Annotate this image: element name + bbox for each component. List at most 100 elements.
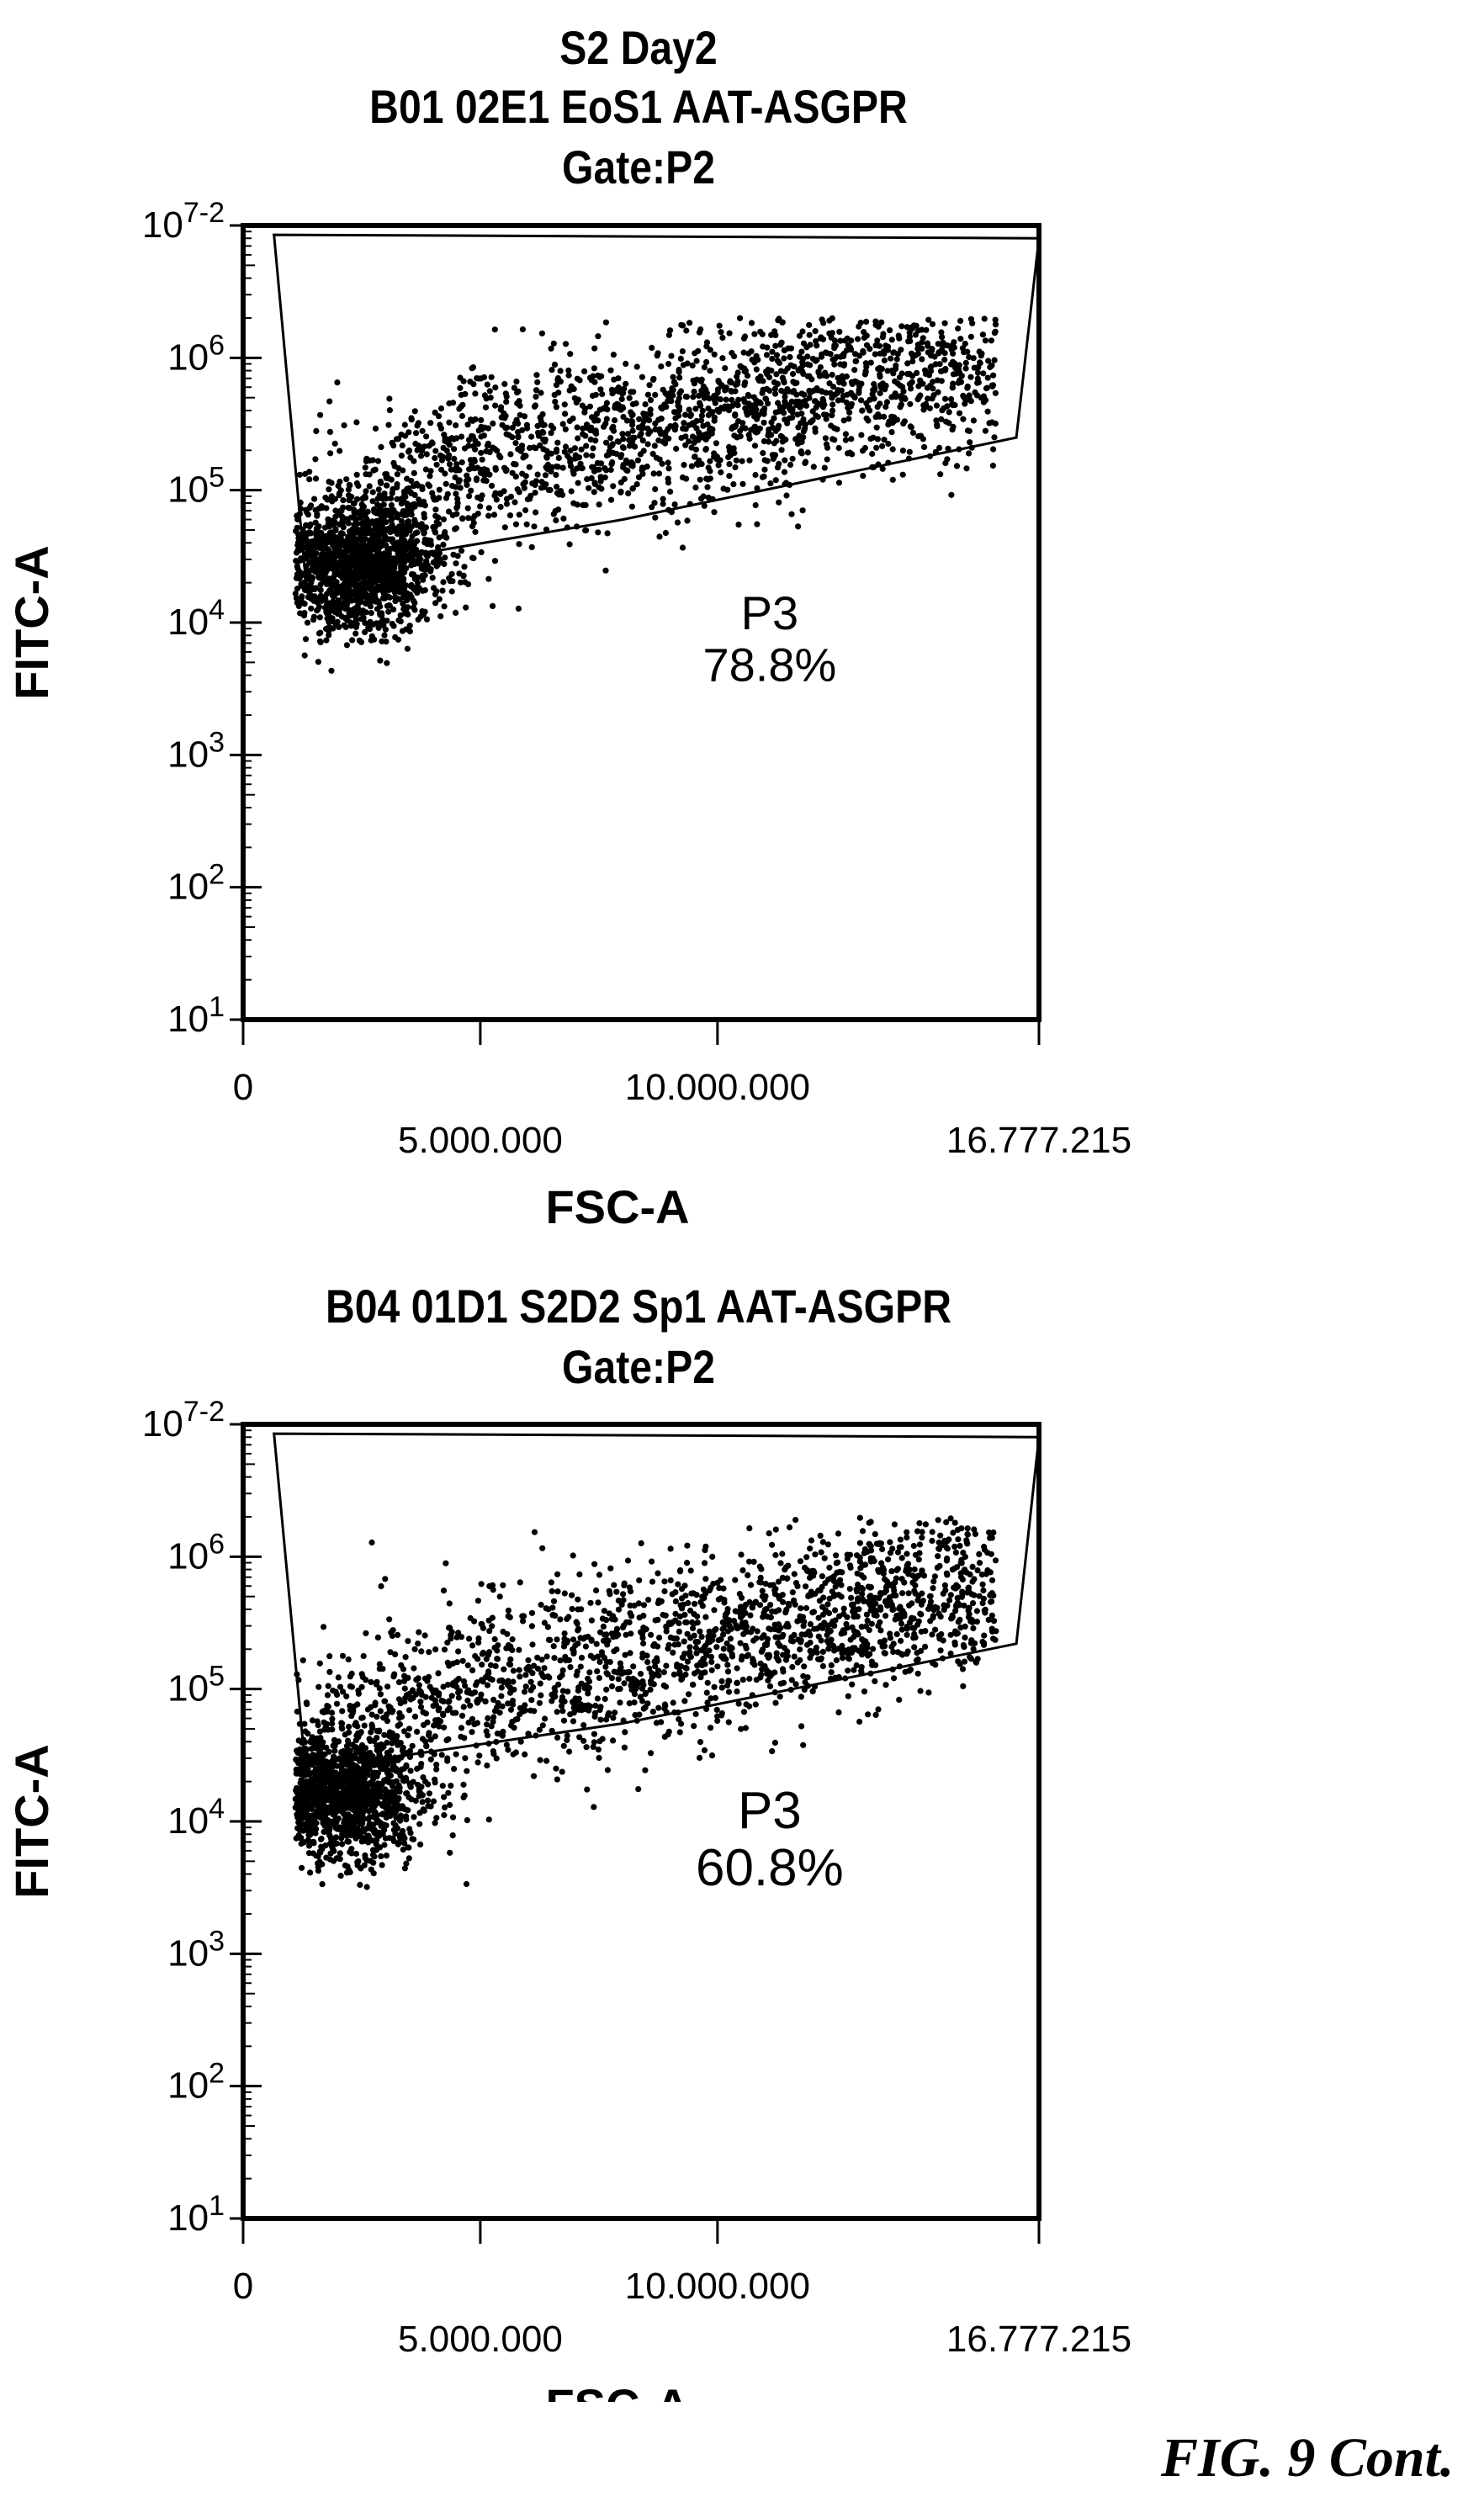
event-point (969, 1563, 976, 1570)
event-point (846, 409, 853, 416)
event-point (533, 372, 540, 379)
event-point (731, 449, 738, 456)
event-point (353, 471, 360, 478)
event-point (920, 406, 927, 413)
event-point (746, 1675, 753, 1683)
event-point (808, 376, 815, 383)
event-point (386, 407, 393, 414)
event-point (304, 619, 311, 626)
event-point (542, 472, 549, 479)
event-point (701, 364, 708, 371)
event-point (325, 1683, 331, 1689)
event-point (750, 404, 756, 411)
event-point (639, 1698, 646, 1704)
event-point (401, 527, 409, 533)
event-point (713, 1706, 720, 1713)
event-point (742, 379, 749, 386)
event-point (829, 356, 836, 363)
event-point (394, 484, 400, 490)
event-point (413, 538, 420, 544)
event-point (882, 342, 889, 349)
event-point (295, 531, 302, 538)
event-point (475, 1635, 482, 1642)
event-point (469, 461, 475, 468)
event-point (888, 337, 895, 343)
event-point (851, 1667, 857, 1673)
event-point (453, 435, 460, 442)
event-point (906, 448, 913, 455)
event-point (992, 316, 999, 323)
event-point (943, 1519, 950, 1525)
event-point (388, 545, 395, 552)
event-point (929, 321, 936, 327)
event-point (302, 470, 309, 478)
event-point (984, 408, 991, 415)
event-point (591, 379, 598, 385)
panel-2-title-sample: B04 01D1 S2D2 Sp1 AAT-ASGPR (325, 1280, 952, 1333)
event-point (458, 391, 464, 399)
event-point (390, 443, 397, 449)
event-point (863, 1611, 870, 1618)
plot-2-x-tick-label: 0 (233, 2266, 253, 2307)
event-point (351, 522, 358, 528)
event-point (483, 478, 490, 485)
event-point (736, 1591, 744, 1598)
event-point (971, 1576, 978, 1582)
event-point (410, 543, 416, 550)
event-point (597, 386, 604, 393)
event-point (442, 470, 448, 477)
event-point (639, 437, 646, 444)
event-point (372, 535, 379, 542)
event-point (575, 435, 581, 442)
event-point (501, 464, 508, 471)
event-point (337, 588, 344, 596)
event-point (948, 491, 955, 498)
plot-1-events (292, 315, 999, 674)
event-point (747, 1612, 754, 1619)
event-point (326, 398, 333, 405)
event-point (401, 421, 408, 428)
event-point (423, 558, 430, 565)
event-point (367, 603, 374, 610)
event-point (972, 1530, 978, 1537)
event-point (367, 595, 374, 602)
event-point (661, 439, 668, 446)
event-point (648, 1750, 655, 1757)
event-point (979, 1581, 986, 1588)
event-point (745, 391, 751, 399)
event-point (399, 534, 405, 542)
event-point (792, 1517, 799, 1524)
event-point (735, 522, 742, 528)
event-point (394, 471, 400, 478)
event-point (803, 1583, 809, 1590)
event-point (751, 359, 758, 366)
event-point (412, 576, 419, 583)
event-point (708, 1653, 715, 1661)
event-point (950, 423, 957, 430)
event-point (980, 1587, 987, 1594)
event-point (660, 1669, 667, 1676)
event-point (845, 416, 852, 422)
event-point (975, 364, 982, 371)
event-point (610, 352, 617, 358)
event-point (362, 464, 368, 471)
event-point (722, 365, 729, 372)
event-point (808, 1537, 815, 1544)
event-point (952, 365, 959, 372)
event-point (918, 1601, 925, 1608)
event-point (370, 1870, 377, 1877)
plot-1-y-tick-label: 107-2 (142, 197, 225, 246)
event-point (319, 1881, 326, 1888)
event-point (964, 348, 971, 355)
event-point (352, 529, 359, 536)
event-point (976, 348, 983, 355)
event-point (558, 488, 564, 495)
event-point (697, 1754, 703, 1761)
event-point (398, 1662, 405, 1668)
event-point (485, 575, 492, 582)
event-point (363, 458, 369, 464)
event-point (438, 466, 445, 473)
event-point (532, 490, 538, 496)
event-point (436, 486, 443, 493)
event-point (627, 1610, 633, 1617)
